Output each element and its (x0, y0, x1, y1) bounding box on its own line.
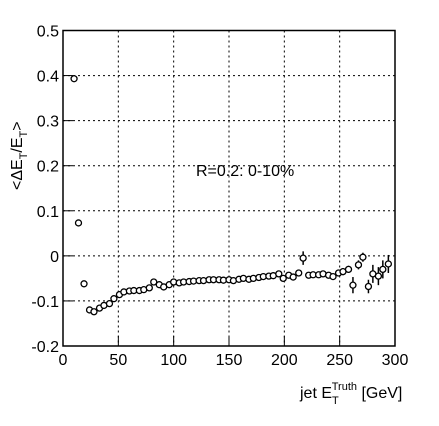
y-tick-label: 0 (50, 249, 59, 266)
x-tick-label: 100 (160, 352, 187, 369)
data-point (289, 273, 297, 281)
y-label-part: /E (9, 137, 26, 152)
y-label-sub: T (18, 130, 30, 137)
data-point (364, 282, 373, 291)
data-point (105, 299, 114, 308)
y-label-sub: T (18, 152, 30, 159)
x-label-main: jet E (299, 385, 332, 402)
data-point (344, 265, 353, 274)
data-point (110, 295, 118, 303)
data-point (295, 269, 303, 277)
x-axis-label: jet ET Truth [GeV] (299, 381, 402, 407)
data-point (90, 308, 98, 316)
y-tick-label: 0.4 (37, 69, 59, 86)
data-point (150, 278, 158, 286)
y-tick-label: 0.2 (37, 159, 59, 176)
data-point (354, 261, 363, 269)
data-point (349, 281, 357, 289)
data-point (379, 265, 387, 274)
y-tick-label: 0.5 (37, 24, 59, 41)
data-point (279, 274, 287, 283)
x-tick-label: 200 (271, 352, 298, 369)
x-tick-label: 250 (326, 352, 353, 369)
data-point (74, 219, 83, 227)
y-label-part: <ΔE (9, 159, 26, 190)
x-label-sub: T (332, 395, 339, 407)
data-point (80, 280, 88, 288)
annotation: R=0.2: 0-10% (196, 163, 294, 180)
y-axis-label: <ΔET/ET> (9, 121, 30, 190)
y-label-part: > (9, 121, 26, 130)
y-tick-label: -0.1 (31, 294, 59, 311)
y-tick-label: 0.3 (37, 114, 59, 131)
data-point (275, 270, 283, 278)
data-point (70, 75, 78, 83)
x-tick-label: 150 (216, 352, 243, 369)
x-tick-label: 300 (382, 352, 409, 369)
data-point (299, 254, 307, 262)
x-tick-label: 50 (109, 352, 127, 369)
y-tick-label: 0.1 (37, 204, 59, 221)
data-point (384, 260, 393, 268)
data-point (374, 272, 383, 280)
x-label-sup: Truth (332, 381, 357, 393)
y-tick-label: -0.2 (31, 339, 59, 356)
data-point (145, 284, 153, 292)
data-point (329, 272, 337, 281)
data-point (359, 253, 367, 261)
x-tick-label: 0 (59, 352, 68, 369)
x-label-unit: [GeV] (357, 385, 402, 402)
